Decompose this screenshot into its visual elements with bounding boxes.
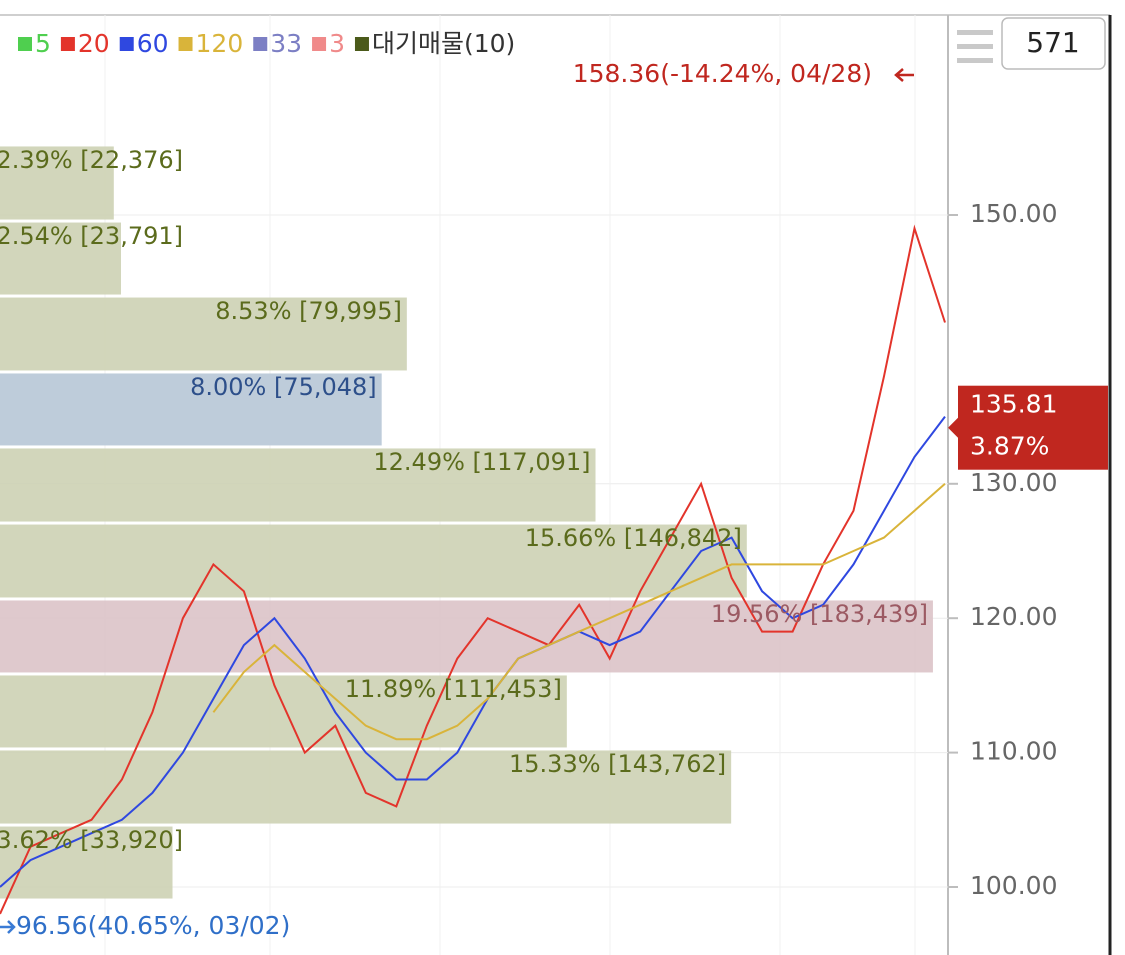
ma-line [0, 415, 946, 888]
volume-profile-bar [0, 600, 933, 673]
low-arrow [0, 920, 16, 934]
legend-label: 3 [329, 29, 345, 58]
volume-profile-label: 11.89% [111,453] [345, 675, 562, 703]
volume-profile-bar [0, 146, 114, 220]
menu-bar [957, 30, 993, 35]
y-tick-label: 150.00 [970, 199, 1057, 228]
current-price-tag [958, 385, 1108, 470]
legend-label: 33 [270, 29, 302, 58]
y-tick-label: 130.00 [970, 468, 1057, 497]
plot-area: 100.00 110.00 120.00 130.00 150.00 2.39% [22,… [0, 15, 1108, 955]
legend-label: 120 [196, 29, 244, 58]
volume-profile-bar [0, 524, 747, 598]
legend-label: 20 [78, 29, 110, 58]
ma-line [0, 224, 946, 915]
legend-swatch [119, 37, 134, 51]
menu-bar [957, 58, 993, 63]
volume-profile-bar [0, 750, 732, 824]
legend-swatch [178, 37, 193, 51]
legend-swatch [354, 37, 369, 51]
volume-profile-label: 8.53% [79,995] [215, 297, 402, 325]
volume-profile-label: 2.54% [23,791] [0, 222, 183, 250]
legend-swatch [60, 37, 75, 51]
period-value: 571 [1026, 26, 1079, 59]
legend-label: 5 [35, 29, 51, 58]
y-tick-label: 120.00 [970, 602, 1057, 631]
current-price-change: 3.87% [970, 432, 1049, 461]
menu-bar [957, 44, 993, 49]
volume-profile-bar [0, 222, 121, 295]
current-price-label: 135.81 [970, 390, 1057, 419]
y-tick-label: 100.00 [970, 871, 1057, 900]
y-tick-label: 110.00 [970, 737, 1057, 766]
volume-profile-label: 3.62% [33,920] [0, 826, 183, 854]
ma-line [212, 483, 946, 741]
volume-profile-label: 2.39% [22,376] [0, 146, 183, 174]
low-annotation: 96.56(40.65%, 03/02) [16, 911, 290, 940]
high-arrow [894, 68, 914, 82]
legend-swatch [253, 37, 268, 51]
volume-profile-label: 8.00% [75,048] [190, 373, 377, 401]
legend-label: 60 [137, 29, 169, 58]
volume-profile-label: 15.33% [143,762] [509, 750, 726, 778]
volume-profile-label: 12.49% [117,091] [373, 448, 590, 476]
volume-profile-bar [0, 297, 407, 371]
volume-profile-label: 15.66% [146,842] [525, 524, 742, 552]
legend-swatch [312, 37, 327, 51]
legend-swatch [18, 37, 32, 51]
volume-profile-bar [0, 373, 382, 446]
legend-label: 대기매물(10) [372, 29, 515, 58]
volume-profile-bar [0, 448, 596, 522]
volume-profile-label: 19.56% [183,439] [711, 600, 928, 628]
current-price-pointer [948, 415, 960, 440]
high-annotation: 158.36(-14.24%, 04/28) [573, 59, 872, 88]
menu-icon[interactable] [957, 30, 993, 63]
period-box[interactable] [1001, 17, 1106, 70]
